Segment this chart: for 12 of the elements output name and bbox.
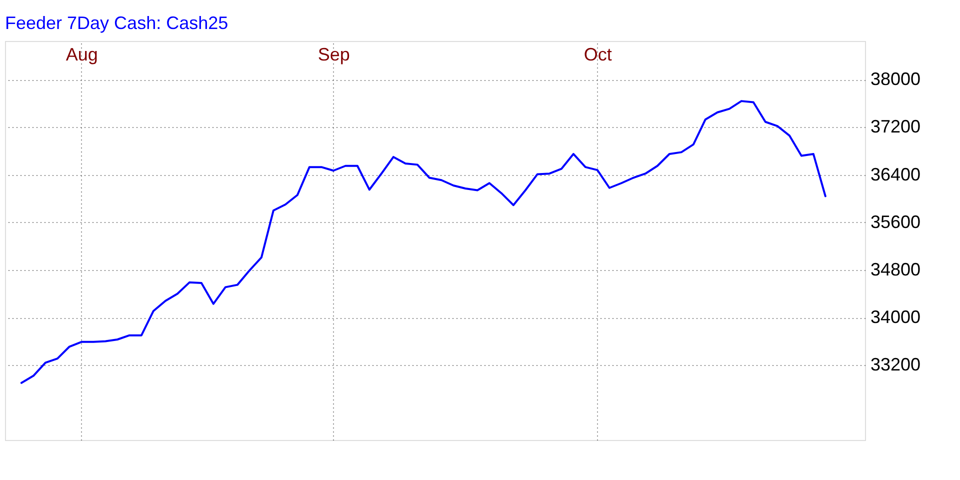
y-tick-label: 37200 — [870, 116, 921, 137]
y-tick-label: 36400 — [870, 164, 921, 184]
line-series — [20, 100, 826, 384]
x-tick-label: Sep — [318, 44, 350, 64]
y-tick-label: 33200 — [870, 354, 921, 375]
x-tick-label: Aug — [66, 44, 98, 64]
y-tick-label: 38000 — [870, 69, 921, 90]
x-tick-label: Oct — [584, 44, 612, 64]
y-tick-label: 35600 — [870, 212, 921, 232]
chart-title: Feeder 7Day Cash: Cash25 — [5, 13, 228, 33]
y-tick-label: 34000 — [870, 307, 921, 328]
y-tick-label: 34800 — [870, 259, 921, 280]
